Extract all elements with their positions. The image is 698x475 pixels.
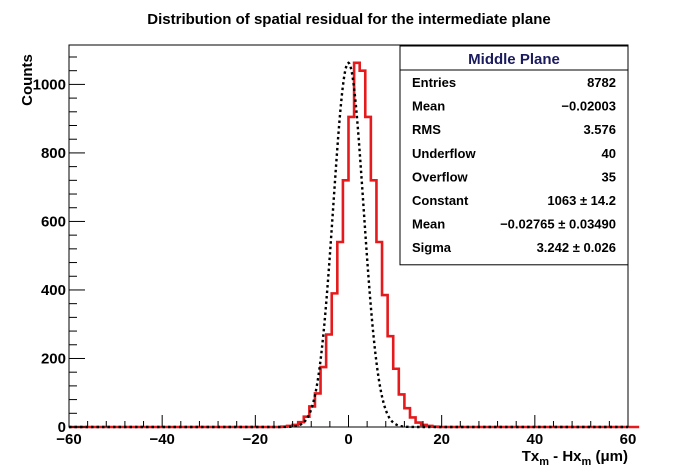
- x-axis-title: Txm - Hxm (μm): [522, 448, 628, 468]
- y-tick-label: 1000: [33, 76, 66, 93]
- y-tick-label: 400: [41, 282, 66, 299]
- stats-row-value: 35: [602, 169, 616, 184]
- stats-row-value: −0.02765 ± 0.03490: [500, 217, 616, 232]
- x-axis-title-sub1: m: [539, 456, 549, 468]
- y-tick-label: 600: [41, 213, 66, 230]
- x-axis-title-unit: (μm): [591, 448, 628, 465]
- x-axis-title-mid: - Hx: [549, 448, 582, 465]
- stats-row-label: RMS: [412, 122, 441, 137]
- stats-row-value: 3.576: [583, 122, 616, 137]
- y-tick-label: 800: [41, 145, 66, 162]
- x-axis-title-sub2: m: [582, 456, 592, 468]
- stats-row-label: Overflow: [412, 169, 469, 184]
- stats-box: [399, 45, 629, 266]
- stats-row-value: 40: [602, 146, 616, 161]
- x-axis-title-main: Tx: [522, 448, 540, 465]
- histogram-bin: [360, 71, 366, 427]
- x-tick-label: 20: [433, 431, 450, 448]
- stats-row-label: Constant: [412, 193, 469, 208]
- stats-row-label: Mean: [412, 99, 445, 114]
- y-tick-label: 200: [41, 350, 66, 367]
- stats-row-label: Mean: [412, 217, 445, 232]
- stats-row-label: Sigma: [412, 240, 452, 255]
- y-axis-title: Counts: [19, 54, 36, 106]
- x-tick-label: −60: [56, 431, 81, 448]
- x-tick-label: 60: [620, 431, 637, 448]
- stats-row-value: −0.02003: [561, 99, 616, 114]
- x-tick-label: 40: [526, 431, 543, 448]
- y-tick-label: 0: [58, 419, 66, 436]
- chart-title: Distribution of spatial residual for the…: [147, 11, 550, 28]
- x-tick-label: −20: [243, 431, 268, 448]
- stats-row-label: Entries: [412, 75, 456, 90]
- stats-row-label: Underflow: [412, 146, 476, 161]
- stats-box-title: Middle Plane: [468, 51, 560, 68]
- x-tick-label: −40: [149, 431, 174, 448]
- stats-row-value: 3.242 ± 0.026: [537, 240, 616, 255]
- stats-row-value: 1063 ± 14.2: [547, 193, 616, 208]
- stats-row-value: 8782: [587, 75, 616, 90]
- x-tick-label: 0: [344, 431, 352, 448]
